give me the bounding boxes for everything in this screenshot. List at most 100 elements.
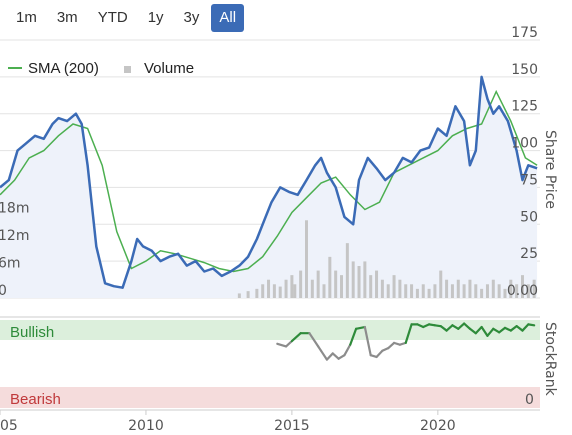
volume-bar	[410, 284, 414, 298]
x-tick-label: 2020	[420, 418, 456, 434]
volume-bar	[415, 288, 419, 298]
volume-bar	[345, 243, 349, 298]
x-tick-label: 2015	[274, 418, 310, 434]
stockrank-segment	[521, 323, 530, 332]
volume-bar	[237, 293, 241, 298]
volume-bar	[485, 284, 489, 298]
range-1m-button[interactable]: 1m	[16, 9, 37, 26]
volume-tick-label: 6m	[0, 256, 21, 272]
price-area-fill	[0, 76, 538, 299]
price-tick-label: 50	[520, 209, 538, 225]
legend-sma-label: SMA (200)	[28, 60, 99, 77]
volume-bar	[427, 288, 431, 298]
volume-bar	[468, 279, 472, 298]
volume-bar	[439, 270, 443, 298]
stockrank-segment	[375, 349, 384, 359]
x-tick-label: 2005	[0, 418, 18, 434]
price-tick-label: 125	[511, 99, 538, 115]
volume-bar	[398, 279, 402, 298]
stockrank-segment	[331, 352, 340, 360]
price-tick-label: 100	[511, 136, 538, 152]
stockrank-segment	[457, 322, 466, 330]
stockrank-segment	[349, 327, 358, 346]
stockrank-segment	[308, 332, 320, 348]
stockrank-segment	[515, 325, 524, 332]
stockrank-segment	[463, 322, 472, 330]
stockrank-segment	[527, 323, 536, 327]
volume-bar	[515, 284, 519, 298]
range-3y-button[interactable]: 3y	[183, 9, 200, 26]
stockrank-segment	[439, 325, 448, 332]
price-line	[0, 75, 538, 289]
x-axis: 2005 2010 2015 2020	[0, 410, 456, 434]
share-price-axis-title: Share Price	[542, 130, 558, 209]
legend-volume-label: Volume	[144, 60, 194, 77]
stockrank-segment	[486, 327, 495, 337]
stockrank-segment	[492, 327, 501, 334]
stockrank-segment	[445, 324, 454, 332]
volume-bar	[445, 279, 449, 298]
range-all-button[interactable]: All	[211, 4, 245, 32]
stockrank-panel: Bullish Bearish 0 StockRank	[0, 316, 558, 408]
volume-bar	[304, 220, 308, 298]
volume-tick-label: 18m	[0, 201, 29, 217]
legend: SMA (200) Volume	[8, 60, 194, 77]
volume-bar	[290, 275, 294, 298]
bearish-label: Bearish	[10, 391, 61, 408]
stockrank-segment	[509, 325, 518, 332]
volume-bar	[272, 284, 276, 298]
volume-bar	[284, 279, 288, 298]
volume-bar	[433, 284, 437, 298]
price-tick-label: 75	[520, 172, 538, 188]
bullish-label: Bullish	[10, 324, 54, 341]
volume-bar	[480, 288, 484, 298]
stockrank-segment	[276, 342, 288, 348]
volume-bar	[261, 284, 265, 298]
volume-bar	[450, 284, 454, 298]
sma-series	[0, 89, 538, 273]
range-3m-button[interactable]: 3m	[56, 9, 78, 26]
stockrank-axis-title: StockRank	[542, 322, 558, 397]
price-tick-label: 25	[520, 246, 538, 262]
volume-bar	[474, 284, 478, 298]
volume-tick-label: 0	[0, 283, 7, 299]
stockrank-segment	[343, 343, 352, 357]
volume-bar	[293, 284, 297, 298]
stockrank-segment	[290, 332, 302, 343]
volume-bar	[316, 270, 320, 298]
volume-bar	[357, 266, 361, 298]
volume-bar	[404, 284, 408, 298]
volume-bars	[237, 220, 536, 298]
volume-bar	[375, 270, 379, 298]
share-price-series	[0, 75, 538, 289]
price-area	[0, 76, 538, 299]
volume-bar	[267, 279, 271, 298]
volume-bar	[456, 279, 460, 298]
volume-bar	[503, 288, 507, 298]
volume-bar	[526, 284, 530, 298]
stockrank-segment	[451, 324, 460, 330]
stockrank-line	[276, 322, 536, 361]
stockrank-segment	[319, 349, 329, 361]
volume-bar	[334, 270, 338, 298]
stockrank-segment	[284, 340, 293, 348]
sma-line	[0, 89, 538, 273]
volume-bar	[310, 279, 314, 298]
stockrank-segment	[480, 325, 489, 337]
range-1y-button[interactable]: 1y	[147, 9, 164, 26]
volume-bar	[462, 284, 466, 298]
volume-axis: 18m 12m 6m 0	[0, 201, 29, 299]
stockrank-segment	[468, 327, 477, 335]
bullish-zone	[0, 320, 540, 340]
volume-bar	[532, 279, 536, 298]
volume-bar	[491, 279, 495, 298]
volume-bar	[497, 284, 501, 298]
stockrank-segment	[337, 354, 346, 360]
volume-bar	[299, 270, 303, 298]
volume-bar	[363, 261, 367, 298]
volume-tick-label: 12m	[0, 228, 29, 244]
volume-bar	[421, 284, 425, 298]
range-ytd-button[interactable]: YTD	[97, 9, 128, 26]
volume-bar	[509, 279, 513, 298]
